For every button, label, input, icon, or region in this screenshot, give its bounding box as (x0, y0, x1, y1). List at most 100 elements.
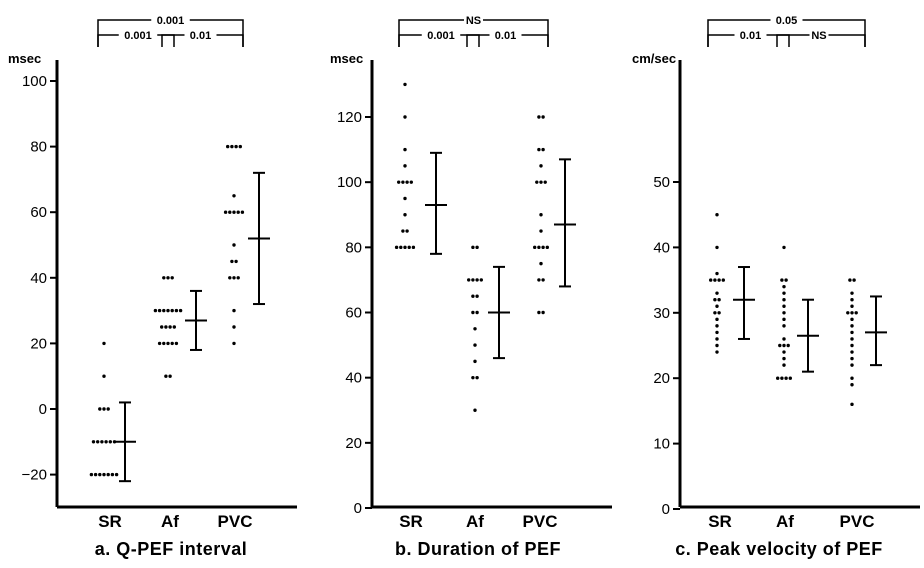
data-point (471, 245, 475, 250)
data-point (475, 310, 479, 315)
data-point (232, 308, 236, 313)
significance-bracket (828, 34, 866, 47)
data-point (715, 317, 719, 322)
data-point (780, 376, 784, 380)
data-point (228, 210, 232, 214)
data-point (541, 245, 545, 250)
data-point (162, 341, 166, 346)
data-point (537, 310, 541, 315)
data-point (539, 164, 543, 168)
data-point (475, 294, 479, 298)
data-point (102, 407, 106, 411)
x-category-label: SR (399, 512, 423, 531)
data-point (409, 180, 413, 184)
data-point (102, 374, 106, 378)
data-point (228, 276, 232, 280)
data-point (782, 343, 786, 348)
data-point (164, 325, 168, 329)
data-point (106, 407, 110, 411)
data-point (715, 271, 719, 276)
data-point (475, 375, 479, 380)
data-point (473, 343, 477, 347)
significance-bracket (97, 34, 119, 47)
significance-bracket (216, 34, 244, 47)
data-point (162, 308, 166, 313)
data-point (850, 311, 854, 315)
data-point (411, 245, 416, 250)
x-category-label: PVC (840, 512, 875, 531)
data-point (850, 298, 854, 302)
x-category-label: SR (98, 512, 122, 531)
data-point (850, 330, 854, 335)
data-point (782, 245, 786, 250)
y-tick-label: 50 (653, 174, 670, 191)
data-point (403, 115, 407, 119)
data-point (533, 245, 537, 250)
data-point (168, 374, 172, 378)
data-point (786, 343, 790, 348)
data-point (776, 376, 780, 380)
data-point (407, 245, 411, 250)
y-tick-label: 30 (653, 305, 670, 322)
data-point (717, 298, 721, 302)
data-point (405, 229, 409, 233)
data-point (399, 245, 403, 250)
data-point (403, 196, 407, 201)
x-category-label: PVC (523, 512, 558, 531)
panel-title: c. Peak velocity of PEF (675, 539, 883, 559)
data-point (98, 472, 102, 477)
y-tick-label: 0 (39, 401, 47, 418)
significance-bracket (776, 34, 810, 47)
data-point (174, 308, 179, 313)
data-point (715, 343, 719, 348)
data-point (782, 363, 786, 367)
data-point (223, 210, 228, 214)
data-point (168, 325, 172, 329)
y-unit-label: cm/sec (632, 51, 676, 66)
data-point (153, 308, 158, 313)
y-tick-label: 0 (662, 501, 670, 518)
data-point (106, 472, 110, 477)
data-point (98, 407, 102, 411)
data-point (713, 298, 717, 302)
data-point (479, 278, 483, 282)
significance-bracket (521, 34, 549, 47)
x-category-label: Af (466, 512, 484, 531)
data-point (473, 327, 477, 331)
data-point (401, 180, 405, 184)
data-point (232, 194, 236, 198)
significance-bracket (157, 34, 175, 47)
y-tick-label: 20 (30, 335, 47, 352)
data-point (713, 311, 717, 315)
data-point (178, 308, 183, 313)
data-point (713, 278, 717, 282)
significance-bracket (466, 34, 490, 47)
y-tick-label: 0 (354, 500, 362, 517)
significance-label: 0.001 (427, 30, 455, 42)
data-point (110, 472, 115, 477)
data-point (715, 291, 719, 295)
data-point (782, 284, 786, 289)
significance-label: 0.01 (495, 30, 516, 42)
data-point (403, 82, 407, 87)
data-point (850, 350, 854, 354)
data-point (397, 180, 401, 184)
data-point (721, 278, 725, 282)
data-point (172, 325, 176, 329)
data-point (108, 440, 113, 444)
significance-bracket (161, 34, 185, 47)
significance-label: 0.001 (157, 15, 185, 27)
data-point (170, 308, 174, 313)
data-point (782, 311, 786, 315)
data-point (850, 363, 854, 367)
data-point (162, 276, 166, 280)
data-point (170, 341, 174, 346)
y-tick-label: 80 (30, 139, 47, 156)
significance-label: 0.01 (190, 30, 211, 42)
data-point (780, 278, 784, 282)
data-point (715, 350, 719, 354)
data-point (403, 164, 407, 168)
data-point (471, 375, 475, 380)
